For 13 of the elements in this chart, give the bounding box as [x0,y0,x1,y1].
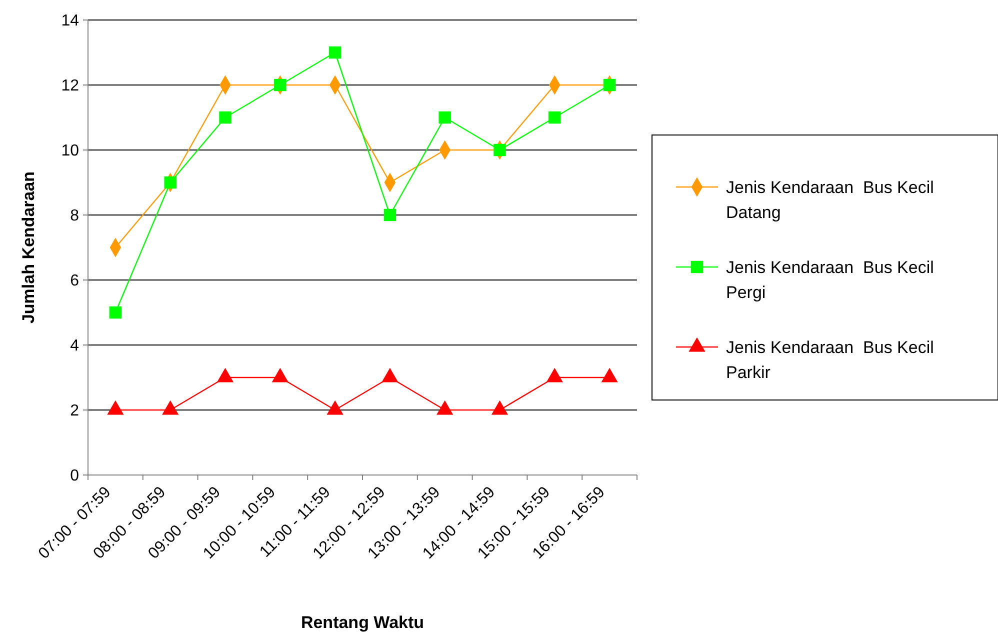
x-axis-title: Rentang Waktu [300,613,424,632]
y-tick-label: 14 [61,12,80,30]
y-tick-label: 2 [70,402,80,420]
y-tick-label: 10 [61,142,80,160]
y-tick-label: 12 [61,78,80,95]
legend-label: Jenis Kendaraan Bus Kecil Datang [726,178,934,222]
y-tick-label: 4 [70,338,80,355]
y-tick-label: 6 [70,272,80,290]
legend-label: Jenis Kendaraan Bus Kecil Parkir [726,338,934,382]
y-axis-title: Jumlah Kendaraan [19,171,38,324]
y-tick-label: 8 [70,208,80,225]
legend-label: Jenis Kendaraan Bus Kecil Pergi [726,258,934,302]
y-tick-label: 0 [70,468,80,485]
